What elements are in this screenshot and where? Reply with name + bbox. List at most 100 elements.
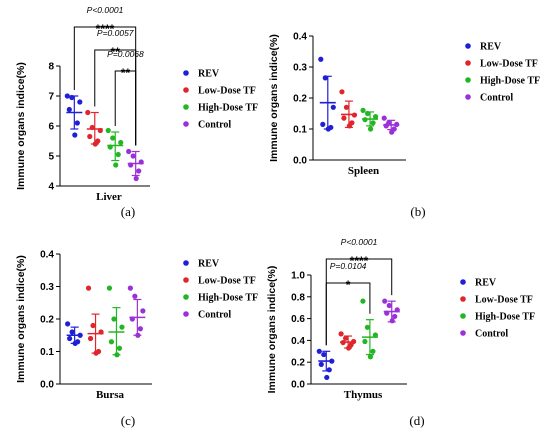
data-point xyxy=(316,348,322,354)
data-point xyxy=(130,153,136,159)
data-point xyxy=(113,162,119,168)
data-point xyxy=(318,56,324,62)
legend-label: High-Dose TF xyxy=(475,312,535,323)
data-point xyxy=(140,308,146,314)
y-tick-label: 0.2 xyxy=(293,94,307,105)
panel-label: (b) xyxy=(410,204,425,219)
legend-marker xyxy=(465,94,471,100)
panel-label: (d) xyxy=(409,413,424,428)
data-point xyxy=(386,302,392,309)
data-point xyxy=(340,339,346,346)
data-point xyxy=(92,141,98,147)
legend-marker xyxy=(465,77,471,83)
data-point xyxy=(318,361,324,367)
y-tick-label: 0.0 xyxy=(293,156,307,167)
legend-marker xyxy=(465,43,471,49)
y-tick-label: 0.0 xyxy=(291,380,305,391)
legend-marker xyxy=(183,311,189,317)
significance-bracket xyxy=(114,70,137,146)
data-point xyxy=(330,104,336,110)
y-tick-label: 0.3 xyxy=(40,282,54,293)
legend-label: REV xyxy=(198,259,220,270)
data-point xyxy=(325,126,331,132)
legend-label: Low-Dose TF xyxy=(480,59,538,70)
legend-marker xyxy=(460,279,466,285)
data-point xyxy=(338,331,344,337)
legend-label: Low-Dose TF xyxy=(198,276,256,287)
significance-stars: ** xyxy=(111,45,121,59)
y-axis-label: Immune organs indice(%) xyxy=(268,34,280,162)
data-point xyxy=(115,151,121,158)
legend-label: Low-Dose TF xyxy=(198,86,256,97)
legend-marker xyxy=(183,294,189,300)
data-point xyxy=(326,367,332,373)
p-value-label: P=0.0068 xyxy=(107,49,144,59)
data-point xyxy=(351,112,358,118)
y-tick-label: 0.4 xyxy=(40,250,54,261)
significance-stars: ** xyxy=(121,66,131,80)
y-tick-label: 8 xyxy=(48,62,54,73)
chart-panel-spleen: 0.0 0.1 0.2 0.3 0.4 Immune organs indice(%) Sp… xyxy=(268,32,540,220)
data-point xyxy=(136,168,142,174)
data-point xyxy=(67,335,73,342)
data-point xyxy=(87,133,93,140)
data-point xyxy=(360,298,366,304)
legend-marker xyxy=(183,70,189,76)
legend-label: REV xyxy=(480,42,502,53)
x-category-label: Thymus xyxy=(344,389,383,401)
data-point xyxy=(389,318,395,324)
data-point xyxy=(367,354,374,360)
legend-label: High-Dose TF xyxy=(198,103,258,114)
significance-bracket xyxy=(325,258,393,346)
y-tick-label: 0.2 xyxy=(40,315,54,326)
legend-label: Control xyxy=(198,310,231,321)
x-category-label: Spleen xyxy=(348,165,379,177)
data-point xyxy=(114,352,120,358)
legend-label: Low-Dose TF xyxy=(475,295,533,306)
data-point xyxy=(69,94,75,101)
significance-stars: **** xyxy=(350,254,369,268)
x-category-label: Bursa xyxy=(96,389,125,401)
y-tick-label: 5 xyxy=(48,152,54,163)
y-tick-label: 0.2 xyxy=(291,358,305,369)
data-point xyxy=(111,316,117,322)
data-point xyxy=(367,126,374,132)
y-tick-label: 0.4 xyxy=(291,336,305,347)
chart-panel-thymus: 0.0 0.2 0.4 0.6 0.8 1.0 Immune organs indice(%… xyxy=(266,237,535,428)
data-point xyxy=(370,348,376,354)
legend-label: Control xyxy=(198,120,231,131)
y-axis-label: Immune organs indice(%) xyxy=(15,255,27,383)
legend-label: High-Dose TF xyxy=(198,293,258,304)
data-point xyxy=(362,117,368,123)
data-point xyxy=(364,324,371,330)
data-point xyxy=(66,106,72,113)
legend-marker xyxy=(460,313,466,319)
y-tick-label: 0.4 xyxy=(293,32,307,43)
legend-marker xyxy=(183,104,189,110)
legend-marker xyxy=(183,260,189,266)
data-point xyxy=(89,124,95,131)
legend-marker xyxy=(460,296,466,302)
data-point xyxy=(370,120,376,126)
data-point xyxy=(110,135,116,141)
y-tick-label: 0.1 xyxy=(40,347,54,358)
data-point xyxy=(132,293,138,299)
p-value-label: P=0.0104 xyxy=(330,261,367,271)
data-point xyxy=(322,75,328,81)
legend-marker xyxy=(460,330,466,336)
p-value-label: P<0.0001 xyxy=(87,5,124,15)
data-point xyxy=(138,159,144,165)
data-point xyxy=(77,99,83,105)
data-point xyxy=(384,310,390,316)
y-tick-label: 7 xyxy=(48,92,54,103)
data-point xyxy=(128,162,134,168)
p-value-label: P=0.0057 xyxy=(97,28,134,38)
legend-label: REV xyxy=(475,278,497,289)
data-point xyxy=(381,115,387,121)
legend-marker xyxy=(183,277,189,283)
data-point xyxy=(392,313,398,320)
data-point xyxy=(118,139,124,146)
legend-marker xyxy=(465,60,471,66)
legend-label: Control xyxy=(475,329,508,340)
